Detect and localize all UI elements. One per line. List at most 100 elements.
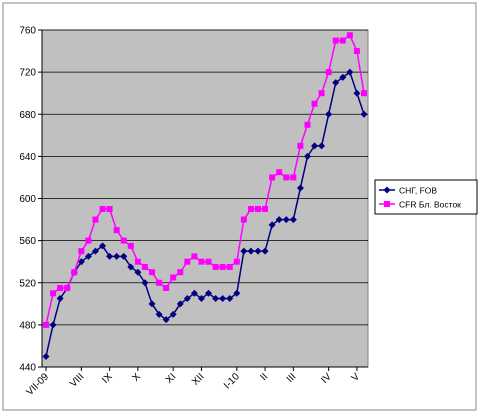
point: [92, 216, 99, 223]
point: [226, 263, 233, 270]
point: [282, 216, 290, 224]
point: [268, 221, 276, 229]
point: [198, 258, 205, 265]
point: [384, 201, 390, 207]
point: [163, 285, 170, 292]
point: [84, 252, 92, 260]
point: [57, 285, 64, 292]
point: [99, 242, 107, 250]
legend: [374, 179, 478, 215]
point: [134, 258, 141, 265]
point: [134, 268, 142, 276]
point: [339, 37, 346, 44]
point: [50, 290, 57, 297]
point: [219, 295, 227, 303]
point: [289, 216, 297, 224]
point: [191, 253, 198, 260]
point: [205, 289, 213, 297]
point: [346, 32, 353, 39]
point: [106, 252, 114, 260]
y-tick-label: 440: [19, 363, 36, 374]
point: [149, 269, 155, 276]
y-tick-label: 520: [19, 278, 36, 289]
point: [325, 110, 333, 118]
point: [155, 310, 163, 318]
point: [233, 289, 241, 297]
series-line: [45, 34, 365, 326]
x-tick-label: II: [258, 371, 270, 383]
point: [303, 152, 311, 160]
y-tick-label: 480: [19, 320, 36, 331]
point: [325, 69, 332, 76]
point: [240, 247, 248, 255]
point: [226, 295, 234, 303]
point: [318, 142, 326, 150]
legend-label: СНГ, FOB: [399, 186, 437, 196]
point: [339, 73, 347, 81]
point: [360, 110, 368, 118]
point: [42, 352, 50, 360]
point: [56, 295, 64, 303]
point: [269, 174, 276, 181]
point: [261, 247, 269, 255]
point: [290, 174, 297, 181]
point: [304, 121, 311, 128]
point: [212, 263, 219, 270]
point: [156, 279, 163, 286]
point: [346, 68, 354, 76]
point: [141, 263, 148, 270]
point: [169, 310, 177, 318]
legend-label: CFR Бл. Восток: [399, 200, 461, 210]
point: [233, 258, 240, 265]
point: [283, 174, 290, 181]
point: [240, 216, 247, 223]
point: [43, 321, 49, 328]
point: [247, 247, 255, 255]
point: [85, 237, 92, 244]
point: [127, 263, 135, 271]
point: [141, 279, 149, 287]
point: [205, 258, 212, 265]
point: [318, 90, 325, 97]
point: [197, 295, 205, 303]
y-tick-label: 560: [19, 236, 36, 247]
y-tick-label: 720: [19, 68, 36, 79]
point: [120, 237, 127, 244]
point: [170, 274, 177, 281]
y-tick-label: 600: [19, 194, 36, 205]
point: [383, 186, 391, 194]
series-line: [45, 70, 365, 357]
y-tick-label: 640: [19, 152, 36, 163]
point: [297, 142, 304, 149]
point: [127, 242, 134, 249]
point: [254, 247, 262, 255]
point: [64, 285, 71, 292]
point: [353, 89, 361, 97]
point: [276, 169, 283, 176]
point: [311, 100, 318, 107]
point: [255, 206, 261, 213]
point: [219, 263, 226, 270]
point: [296, 184, 304, 192]
point: [332, 79, 340, 87]
point: [361, 90, 367, 97]
point: [176, 300, 184, 308]
point: [162, 316, 170, 324]
point: [71, 269, 78, 276]
point: [190, 289, 198, 297]
point: [183, 295, 191, 303]
point: [332, 37, 339, 44]
y-tick-label: 760: [19, 26, 36, 37]
point: [212, 295, 220, 303]
y-tick-label: 680: [19, 110, 36, 121]
point: [91, 247, 99, 255]
point: [77, 258, 85, 266]
point: [49, 321, 57, 329]
point: [113, 252, 121, 260]
point: [184, 258, 191, 265]
point: [148, 300, 156, 308]
point: [78, 248, 85, 255]
point: [113, 227, 120, 234]
point: [247, 206, 254, 213]
